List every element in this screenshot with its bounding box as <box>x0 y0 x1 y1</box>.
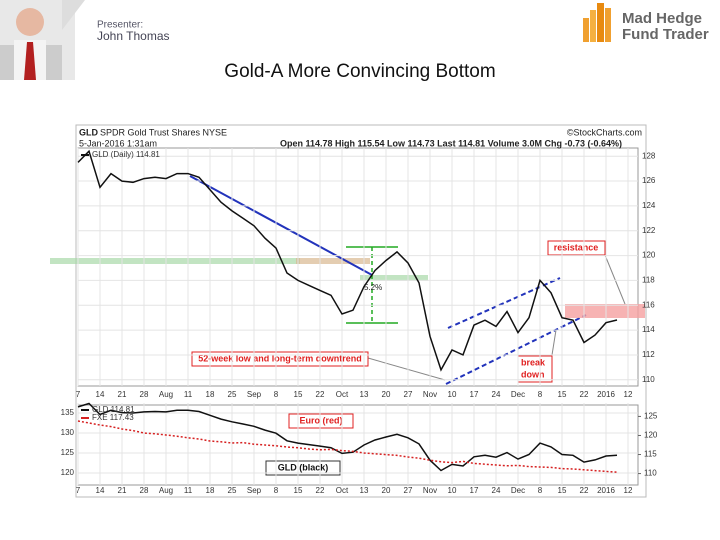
y-tick-label: 122 <box>642 226 656 235</box>
x-tick-label: 25 <box>228 486 237 495</box>
y-tick-label: 114 <box>642 325 655 334</box>
annotation: Euro (red) <box>299 415 342 425</box>
price-line <box>77 149 618 372</box>
x-tick-label: 12 <box>624 486 633 495</box>
y-tick-label: 125 <box>61 448 75 457</box>
x-tick-label: Aug <box>159 486 173 495</box>
annotation: resistance <box>554 242 599 252</box>
annotation: break <box>521 357 546 367</box>
legend-label: GLD 114.81 <box>92 405 135 414</box>
presenter-photo <box>0 0 85 80</box>
x-tick-label: Oct <box>336 390 349 399</box>
x-tick-label: 15 <box>294 390 303 399</box>
x-tick-label: Sep <box>247 486 262 495</box>
y-tick-label: 135 <box>61 408 75 417</box>
y-tick-label: 118 <box>642 276 655 285</box>
x-tick-label: Dec <box>511 390 525 399</box>
y-tick-label: 128 <box>642 151 656 160</box>
x-tick-label: 22 <box>580 390 589 399</box>
date: 5-Jan-2016 1:31am <box>79 138 157 148</box>
x-tick-label: Nov <box>423 486 437 495</box>
x-tick-label: 13 <box>360 390 369 399</box>
x-tick-label: Sep <box>247 390 262 399</box>
price-line <box>77 420 618 473</box>
x-tick-label: 17 <box>470 390 479 399</box>
legend-label: GLD (Daily) 114.81 <box>92 150 160 159</box>
x-tick-label: 24 <box>492 390 501 399</box>
x-tick-label: 2016 <box>597 390 615 399</box>
x-tick-label: Oct <box>336 486 349 495</box>
presenter-name: John Thomas <box>97 29 170 43</box>
x-tick-label: 2016 <box>597 486 615 495</box>
x-tick-label: 28 <box>140 486 149 495</box>
x-tick-label: 7 <box>76 390 81 399</box>
x-tick-label: 8 <box>538 486 543 495</box>
y-tick-label: 120 <box>61 468 75 477</box>
x-tick-label: 28 <box>140 390 149 399</box>
annotation: 5.2% <box>364 283 382 292</box>
legend-label: FXE 117.43 <box>92 413 134 422</box>
y2-tick-label: 125 <box>644 412 658 421</box>
x-tick-label: 27 <box>404 486 413 495</box>
annotation: down <box>521 369 545 379</box>
x-tick-label: 22 <box>580 486 589 495</box>
y2-tick-label: 120 <box>644 431 658 440</box>
quote: Open 114.78 High 115.54 Low 114.73 Last … <box>280 138 622 148</box>
logo-text: Fund Trader <box>622 26 709 43</box>
x-tick-label: 11 <box>184 486 193 495</box>
x-tick-label: 10 <box>448 486 457 495</box>
y-tick-label: 110 <box>642 375 655 384</box>
charts: 7 14 21 28 Aug 11 18 25 Sep 8 15 22 Oct 13 20 27 Nov 10 17… <box>61 148 658 495</box>
x-tick-label: 8 <box>538 390 543 399</box>
x-tick-label: 15 <box>558 486 567 495</box>
x-tick-label: 20 <box>382 390 391 399</box>
x-tick-label: 22 <box>316 390 325 399</box>
logo-text: Mad Hedge <box>622 10 702 27</box>
y-tick-label: 112 <box>642 350 655 359</box>
x-tick-label: 25 <box>228 390 237 399</box>
annotation: GLD (black) <box>278 462 329 472</box>
x-tick-label: 14 <box>96 390 105 399</box>
x-tick-label: 24 <box>492 486 501 495</box>
x-tick-label: 21 <box>118 390 127 399</box>
x-tick-label: 27 <box>404 390 413 399</box>
x-tick-label: 18 <box>206 486 215 495</box>
x-tick-label: 12 <box>624 390 633 399</box>
x-tick-label: Dec <box>511 486 525 495</box>
y-tick-label: 116 <box>642 300 655 309</box>
x-tick-label: 18 <box>206 390 215 399</box>
annotation: 52-week low and long-term downtrend <box>198 353 362 363</box>
y-tick-label: 120 <box>642 251 656 260</box>
x-tick-label: 10 <box>448 390 457 399</box>
x-tick-label: 20 <box>382 486 391 495</box>
x-tick-label: Aug <box>159 390 173 399</box>
x-tick-label: 8 <box>274 486 279 495</box>
price-line <box>77 402 618 472</box>
x-tick-label: 7 <box>76 486 81 495</box>
x-tick-label: 17 <box>470 486 479 495</box>
y2-tick-label: 115 <box>644 450 657 459</box>
x-tick-label: 11 <box>184 390 193 399</box>
security-name: SPDR Gold Trust Shares NYSE <box>100 127 227 137</box>
y-tick-label: 124 <box>642 201 656 210</box>
x-tick-label: 13 <box>360 486 369 495</box>
annotation-shapes <box>50 175 645 476</box>
x-tick-label: 21 <box>118 486 127 495</box>
x-tick-label: Nov <box>423 390 437 399</box>
x-tick-label: 8 <box>274 390 279 399</box>
presenter-label: Presenter: <box>97 20 143 31</box>
y2-tick-label: 110 <box>644 469 657 478</box>
slide-title: Gold-A More Convincing Bottom <box>224 61 495 82</box>
symbol: GLD <box>79 127 98 137</box>
x-tick-label: 22 <box>316 486 325 495</box>
x-tick-label: 14 <box>96 486 105 495</box>
logo-bars <box>583 3 611 42</box>
y-tick-label: 130 <box>61 428 75 437</box>
x-tick-label: 15 <box>294 486 303 495</box>
x-tick-label: 15 <box>558 390 567 399</box>
source: ©StockCharts.com <box>567 127 642 137</box>
y-tick-label: 126 <box>642 176 656 185</box>
